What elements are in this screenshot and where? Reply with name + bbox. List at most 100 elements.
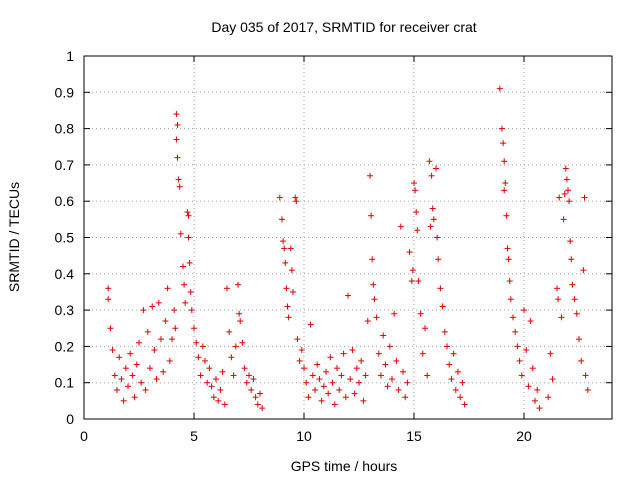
data-point	[582, 372, 589, 379]
data-point	[118, 376, 125, 383]
y-tick-label: 0.1	[55, 375, 75, 391]
data-point	[219, 368, 226, 375]
data-point	[499, 125, 505, 132]
data-point	[561, 190, 568, 197]
data-point	[353, 365, 360, 372]
data-point	[345, 292, 351, 299]
data-point	[417, 310, 424, 317]
data-point	[389, 376, 395, 383]
data-point	[181, 281, 188, 288]
axis-ticks	[83, 55, 612, 420]
data-point	[340, 350, 347, 357]
data-point	[369, 256, 376, 263]
data-point	[400, 368, 406, 375]
data-point	[184, 209, 191, 216]
data-point	[569, 281, 576, 288]
data-point	[199, 343, 206, 350]
data-point	[505, 256, 512, 263]
data-point	[160, 368, 167, 375]
data-point	[164, 285, 171, 292]
data-point	[127, 350, 134, 357]
data-point	[239, 339, 246, 346]
data-point	[408, 278, 415, 285]
data-point	[226, 328, 233, 335]
data-point	[373, 314, 380, 321]
data-point	[384, 383, 391, 390]
data-point	[202, 357, 208, 364]
data-point	[424, 372, 431, 379]
data-point	[536, 405, 543, 412]
data-point	[285, 314, 292, 321]
data-point	[155, 299, 162, 306]
data-point	[136, 339, 142, 346]
data-point	[235, 281, 241, 288]
data-point	[556, 194, 563, 201]
data-point	[549, 376, 556, 383]
data-point	[151, 347, 158, 354]
data-point	[518, 372, 525, 379]
data-point	[457, 394, 464, 401]
data-point	[419, 350, 426, 357]
data-point	[208, 383, 215, 390]
data-point	[496, 85, 503, 92]
data-point	[439, 303, 446, 310]
data-point	[185, 234, 192, 241]
data-point	[558, 314, 565, 321]
data-point	[347, 376, 354, 383]
data-point	[138, 379, 145, 386]
data-point	[568, 256, 575, 263]
x-tick-label: 10	[296, 428, 312, 444]
y-tick-label: 0.6	[55, 193, 75, 209]
data-point	[318, 397, 325, 404]
data-point	[441, 328, 448, 335]
data-point	[232, 343, 239, 350]
data-point	[173, 111, 180, 118]
data-point	[349, 347, 356, 354]
data-point	[210, 394, 217, 401]
data-point	[241, 365, 248, 372]
data-point	[554, 285, 560, 292]
data-point	[397, 223, 404, 230]
data-point	[433, 165, 439, 172]
data-point	[120, 397, 127, 404]
data-point	[565, 187, 571, 194]
data-point	[166, 357, 173, 364]
data-point	[287, 245, 294, 252]
data-point	[368, 212, 375, 219]
data-point	[230, 372, 237, 379]
data-point	[434, 234, 441, 241]
data-point	[336, 386, 343, 393]
data-point	[221, 401, 228, 408]
data-point	[581, 194, 588, 201]
data-point	[133, 361, 140, 368]
data-point	[501, 158, 508, 165]
data-point	[362, 372, 369, 379]
data-point	[301, 365, 307, 372]
data-point	[428, 172, 435, 179]
data-point	[292, 194, 299, 201]
data-point	[276, 194, 283, 201]
data-point	[580, 267, 587, 274]
data-point	[406, 249, 413, 256]
data-point	[288, 267, 295, 274]
data-point	[506, 278, 513, 285]
data-point	[560, 216, 567, 223]
data-point	[331, 401, 338, 408]
data-point	[109, 347, 116, 354]
data-point	[303, 379, 310, 386]
data-point	[182, 299, 189, 306]
data-point	[224, 285, 230, 292]
data-point	[323, 368, 329, 375]
data-point	[360, 397, 367, 404]
data-point	[371, 296, 378, 303]
data-point	[380, 332, 387, 339]
y-axis-label: SRMTID / TECUs	[6, 182, 22, 292]
data-point	[402, 394, 409, 401]
data-point	[243, 379, 250, 386]
data-point	[144, 328, 151, 335]
data-point	[327, 354, 334, 361]
y-tick-labels: 0 0.1 0.2 0.3 0.4 0.5 0.6 0.7 0.8 0.9 1	[55, 48, 75, 427]
x-tick-label: 20	[516, 428, 532, 444]
data-point	[435, 256, 442, 263]
